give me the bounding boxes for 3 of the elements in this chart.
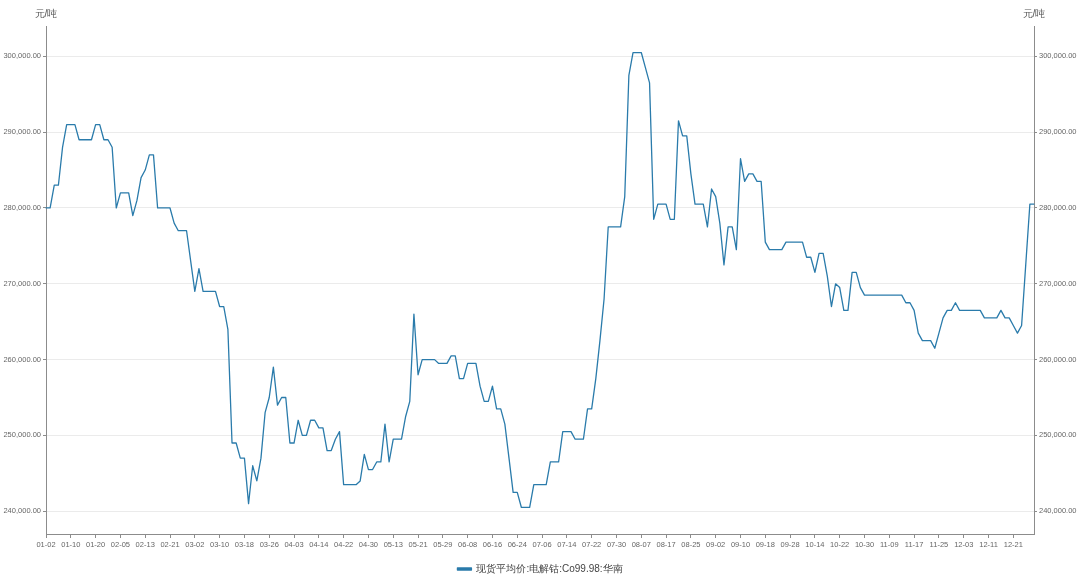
y2-axis-title: 元/吨 xyxy=(1022,7,1046,19)
y-axis-title: 元/吨 xyxy=(34,7,58,19)
legend-label: 现货平均价:电解钴:Co99.98:华南 xyxy=(476,562,623,574)
